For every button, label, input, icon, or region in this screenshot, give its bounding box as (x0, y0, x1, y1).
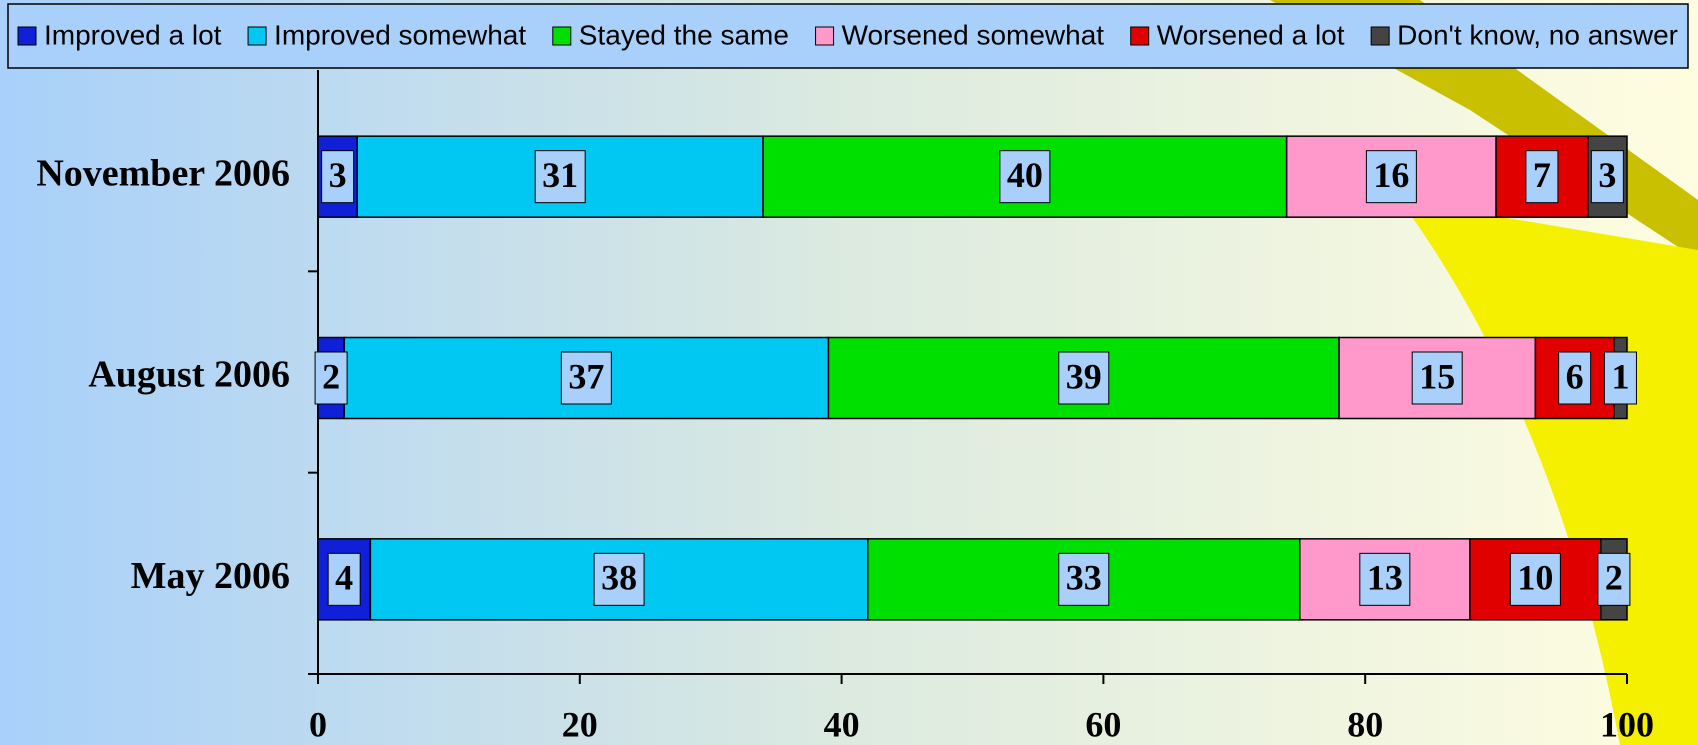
legend-swatch (248, 27, 266, 45)
data-label: 3 (329, 155, 347, 195)
data-label: 37 (568, 356, 604, 396)
x-tick-label: 40 (824, 704, 860, 744)
data-label: 40 (1007, 155, 1043, 195)
legend-swatch (1131, 27, 1149, 45)
legend-label: Stayed the same (579, 19, 789, 50)
data-label: 2 (322, 356, 340, 396)
data-label: 16 (1373, 155, 1409, 195)
data-label: 39 (1066, 356, 1102, 396)
legend-item: Improved somewhat (248, 19, 526, 50)
data-label: 4 (335, 558, 353, 598)
chart: Improved a lot Improved somewhat Stayed th… (0, 0, 1698, 745)
x-tick-label: 20 (562, 704, 598, 744)
category-label: November 2006 (36, 152, 290, 194)
data-label: 38 (601, 558, 637, 598)
legend-swatch (816, 27, 834, 45)
legend-item: Worsened a lot (1131, 19, 1345, 50)
legend-swatch (1371, 27, 1389, 45)
legend-item: Worsened somewhat (816, 19, 1105, 50)
legend-item: Don't know, no answer (1371, 19, 1678, 50)
legend-swatch (18, 27, 36, 45)
legend-label: Don't know, no answer (1397, 19, 1678, 50)
data-label: 10 (1517, 558, 1553, 598)
data-label: 13 (1367, 558, 1403, 598)
legend-item: Stayed the same (553, 19, 789, 50)
data-label: 1 (1611, 356, 1629, 396)
category-label: August 2006 (88, 354, 290, 396)
legend-item: Improved a lot (18, 19, 222, 50)
legend-label: Worsened somewhat (842, 19, 1105, 50)
legend-label: Improved a lot (44, 19, 222, 50)
data-label: 33 (1066, 558, 1102, 598)
data-label: 2 (1605, 558, 1623, 598)
x-tick-label: 80 (1347, 704, 1383, 744)
data-label: 6 (1566, 356, 1584, 396)
x-tick-label: 100 (1600, 704, 1654, 744)
data-label: 31 (542, 155, 578, 195)
data-label: 7 (1533, 155, 1551, 195)
legend-swatch (553, 27, 571, 45)
data-label: 3 (1598, 155, 1616, 195)
x-tick-label: 60 (1085, 704, 1121, 744)
legend-label: Improved somewhat (274, 19, 526, 50)
category-label: May 2006 (131, 555, 290, 597)
legend-label: Worsened a lot (1157, 19, 1345, 50)
data-label: 15 (1419, 356, 1455, 396)
x-tick-label: 0 (309, 704, 327, 744)
